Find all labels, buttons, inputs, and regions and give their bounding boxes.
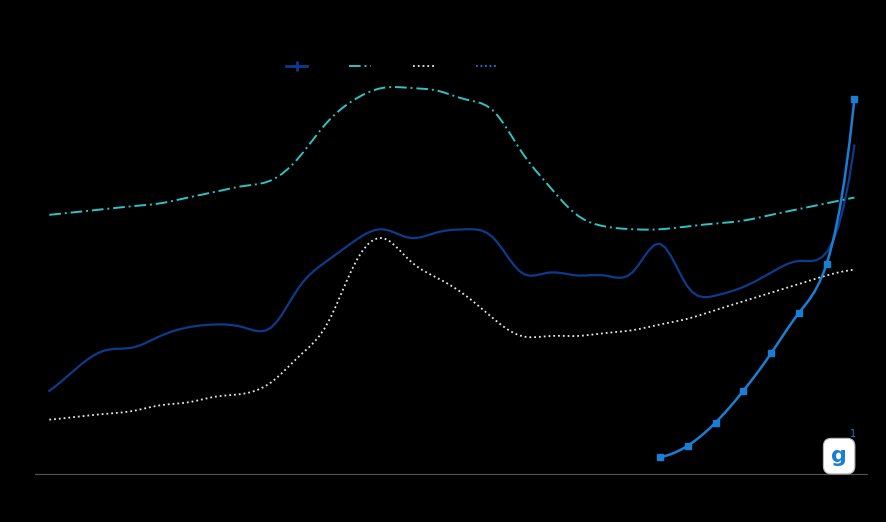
- Legend: , , , : , , ,: [283, 59, 504, 74]
- Text: 1: 1: [850, 429, 856, 438]
- Text: g: g: [831, 446, 847, 466]
